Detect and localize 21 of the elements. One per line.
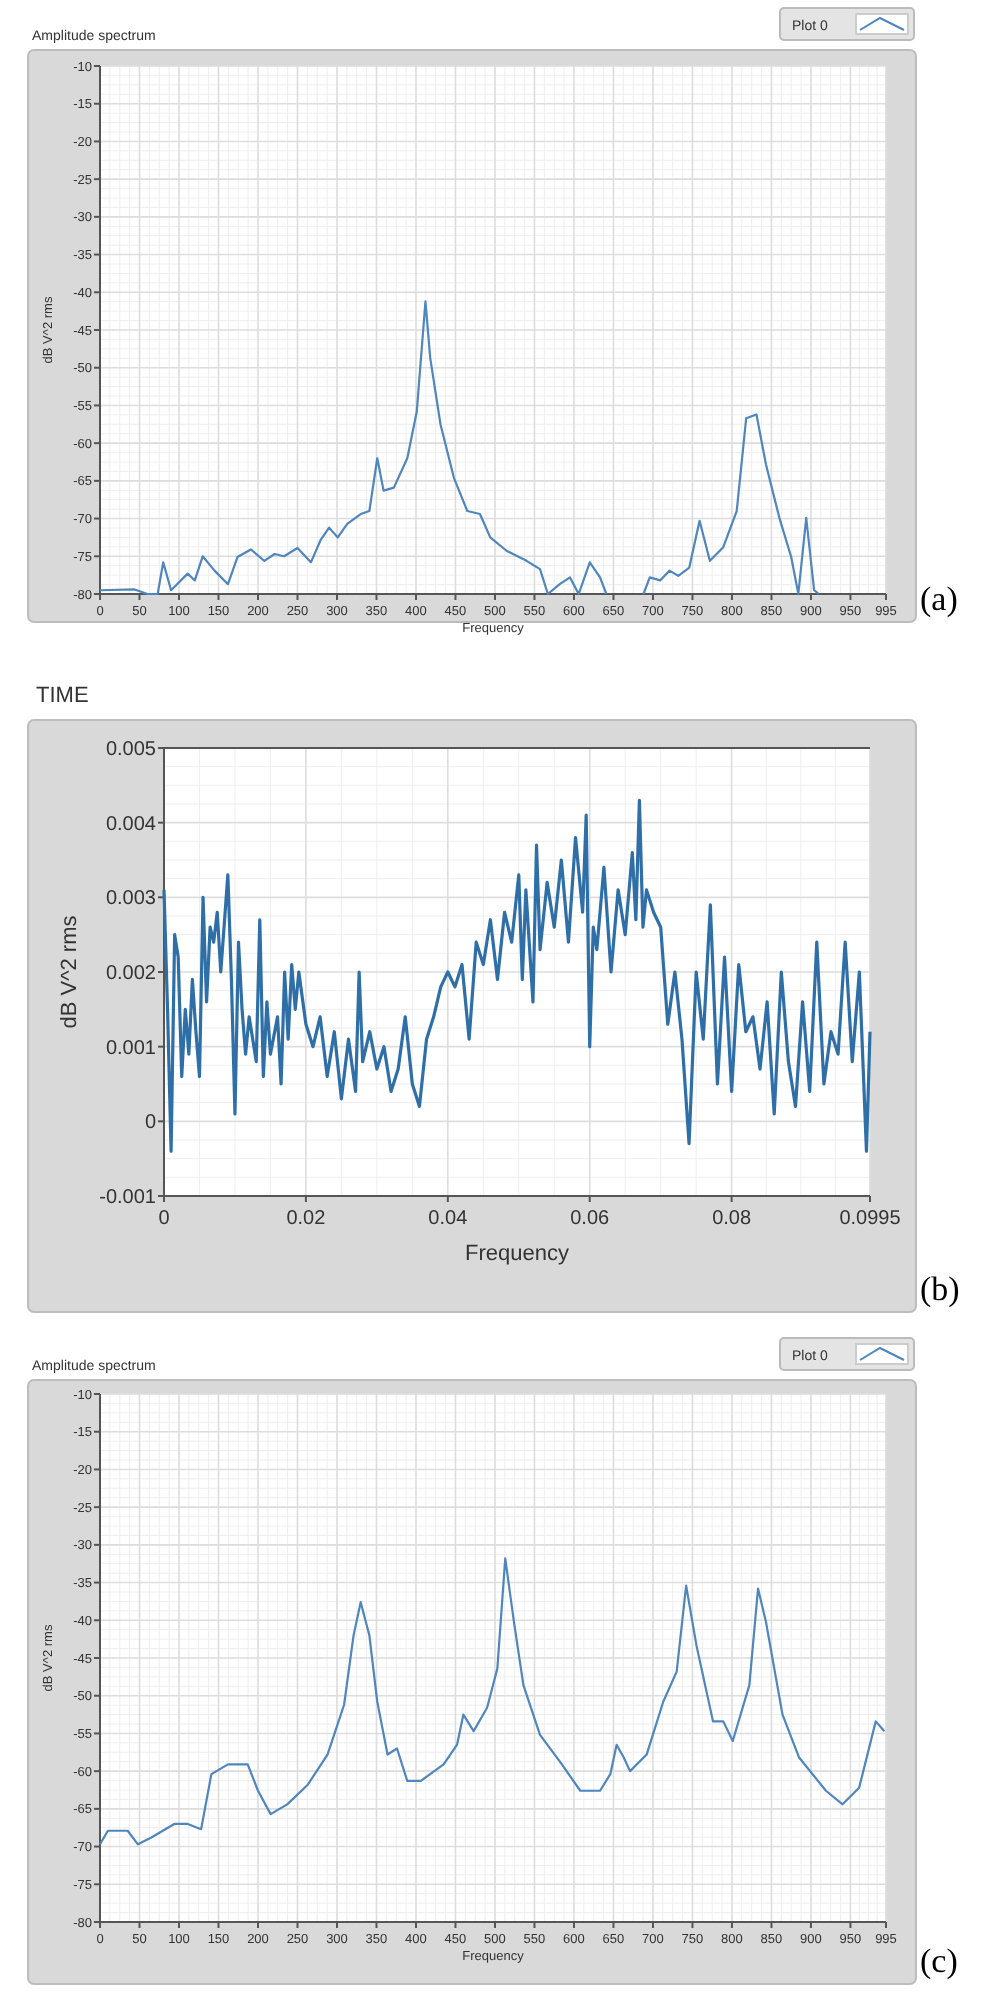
y-tick-label: -0.001 <box>99 1187 157 1209</box>
y-tick-label: 0.004 <box>105 813 157 836</box>
line-series <box>98 1557 886 1846</box>
x-tick-label: 0.08 <box>712 1208 752 1230</box>
line-series <box>162 798 872 1153</box>
y-tick-label: 0.001 <box>105 1037 157 1060</box>
x-tick-label: 0.0995 <box>839 1208 902 1230</box>
text: (b) <box>920 1270 960 1308</box>
x-tick-label: 0 <box>158 1208 171 1230</box>
x-axis-title: Frequency <box>465 1242 570 1266</box>
chart-title: TIME <box>36 684 89 708</box>
x-tick-label: 0.02 <box>286 1208 327 1230</box>
x-tick-label: 0.04 <box>428 1208 469 1230</box>
text: (a) <box>920 580 958 618</box>
x-tick-label: 0.06 <box>570 1208 611 1230</box>
y-axis-title: dB V^2 rms <box>58 914 82 1029</box>
y-tick-label: 0.005 <box>105 739 157 761</box>
y-tick-label: 0 <box>144 1112 157 1135</box>
y-tick-label: 0.003 <box>105 888 157 911</box>
text: (c) <box>920 1942 958 1980</box>
y-tick-label: 0.002 <box>105 963 157 985</box>
